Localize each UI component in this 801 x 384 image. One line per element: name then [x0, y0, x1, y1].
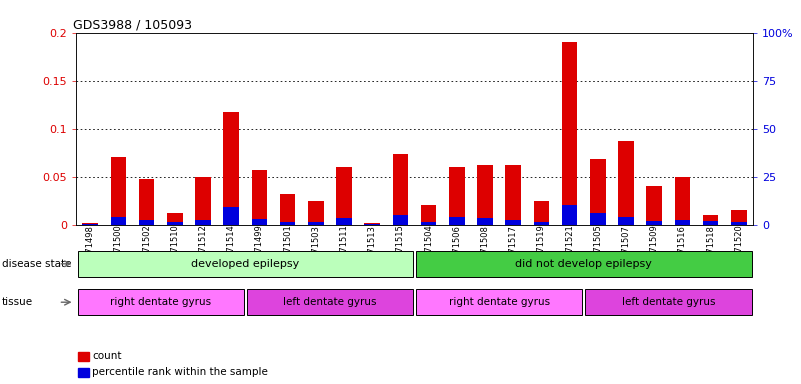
Text: GDS3988 / 105093: GDS3988 / 105093	[73, 18, 191, 31]
Bar	[646, 186, 662, 225]
Bar	[477, 218, 493, 225]
Bar	[674, 220, 690, 225]
Bar	[421, 222, 437, 225]
Bar	[111, 157, 126, 225]
Bar	[139, 179, 155, 225]
Bar	[392, 154, 409, 225]
Bar	[562, 205, 578, 225]
Bar	[618, 141, 634, 225]
Bar	[280, 222, 296, 225]
Bar	[336, 167, 352, 225]
Bar	[590, 213, 606, 225]
Bar	[111, 217, 126, 225]
Bar	[336, 218, 352, 225]
Bar	[505, 220, 521, 225]
Bar	[83, 223, 98, 225]
Bar	[590, 159, 606, 225]
Bar	[83, 224, 98, 225]
Bar	[167, 222, 183, 225]
Bar	[252, 170, 268, 225]
Text: left dentate gyrus: left dentate gyrus	[284, 297, 376, 308]
Bar	[78, 352, 89, 361]
Text: did not develop epilepsy: did not develop epilepsy	[515, 259, 652, 269]
Bar	[195, 177, 211, 225]
Bar	[731, 222, 747, 225]
Bar	[280, 194, 296, 225]
Bar	[252, 219, 268, 225]
Bar	[533, 222, 549, 225]
Bar	[364, 224, 380, 225]
Bar	[78, 368, 89, 377]
Text: disease state: disease state	[2, 259, 71, 269]
Bar	[562, 42, 578, 225]
Bar	[586, 290, 751, 315]
Bar	[618, 217, 634, 225]
Bar	[416, 290, 582, 315]
Bar	[421, 205, 437, 225]
Text: right dentate gyrus: right dentate gyrus	[449, 297, 549, 308]
Bar	[308, 201, 324, 225]
Bar	[646, 221, 662, 225]
Bar	[731, 210, 747, 225]
Bar	[78, 251, 413, 277]
Bar	[703, 221, 718, 225]
Bar	[364, 223, 380, 225]
Bar	[416, 251, 751, 277]
Bar	[477, 165, 493, 225]
Bar	[449, 217, 465, 225]
Bar	[195, 220, 211, 225]
Bar	[505, 165, 521, 225]
Bar	[703, 215, 718, 225]
Text: right dentate gyrus: right dentate gyrus	[111, 297, 211, 308]
Bar	[167, 213, 183, 225]
Text: tissue: tissue	[2, 297, 33, 307]
Bar	[308, 222, 324, 225]
Bar	[223, 113, 239, 225]
Bar	[139, 220, 155, 225]
Bar	[247, 290, 413, 315]
Text: left dentate gyrus: left dentate gyrus	[622, 297, 715, 308]
Bar	[392, 215, 409, 225]
Text: count: count	[92, 351, 122, 361]
Bar	[533, 201, 549, 225]
Bar	[223, 207, 239, 225]
Bar	[78, 290, 244, 315]
Bar	[449, 167, 465, 225]
Text: developed epilepsy: developed epilepsy	[191, 259, 300, 269]
Text: percentile rank within the sample: percentile rank within the sample	[92, 367, 268, 377]
Bar	[674, 177, 690, 225]
